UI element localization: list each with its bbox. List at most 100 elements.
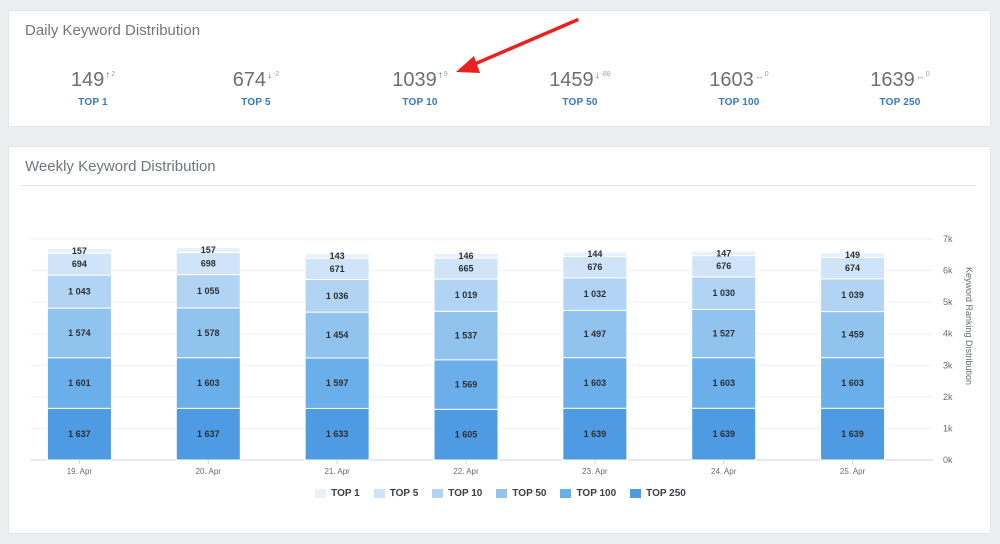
bar-data-label: 1 637 bbox=[197, 429, 220, 439]
y-tick-label: 2k bbox=[943, 392, 953, 402]
bar-data-label: 1 497 bbox=[584, 329, 607, 339]
bar-segment bbox=[304, 407, 370, 461]
bar-segment bbox=[820, 311, 886, 359]
y-tick-label: 4k bbox=[943, 329, 953, 339]
bar-data-label: 1 603 bbox=[197, 378, 220, 388]
bar-data-label: 665 bbox=[458, 264, 473, 274]
bar-segment bbox=[433, 310, 499, 361]
stat-value: 1603 bbox=[709, 69, 754, 91]
stat-label[interactable]: TOP 5 bbox=[241, 97, 271, 108]
stat-value-row: 674 ↓ -2 bbox=[186, 69, 326, 91]
legend-swatch bbox=[373, 489, 385, 498]
stat-label[interactable]: TOP 1 bbox=[78, 97, 108, 108]
bar-data-label: 1 537 bbox=[455, 331, 478, 341]
stat-label[interactable]: TOP 50 bbox=[562, 97, 598, 108]
legend-label: TOP 10 bbox=[448, 488, 483, 499]
stat-value: 674 bbox=[232, 69, 267, 91]
stat-value-row: 1459 ↓ -88 bbox=[510, 69, 650, 91]
legend-label: TOP 250 bbox=[646, 488, 686, 499]
bar-data-label: 698 bbox=[201, 259, 216, 269]
weekly-divider bbox=[21, 185, 976, 186]
bar-segment bbox=[562, 309, 628, 359]
bar-data-label: 1 019 bbox=[455, 290, 478, 300]
bar-data-label: 149 bbox=[845, 250, 860, 260]
bar-data-label: 674 bbox=[845, 263, 860, 273]
stat-change: 0 bbox=[925, 71, 930, 78]
legend-item-top-10[interactable]: TOP 10 bbox=[432, 488, 482, 499]
bar-data-label: 1 043 bbox=[68, 287, 91, 297]
legend-swatch bbox=[496, 489, 508, 498]
bar-data-label: 1 633 bbox=[326, 429, 349, 439]
legend-label: TOP 50 bbox=[512, 488, 547, 499]
stat-value-row: 1639 ↔ 0 bbox=[830, 69, 970, 91]
x-tick-label: 22. Apr bbox=[453, 467, 479, 476]
bar-data-label: 147 bbox=[716, 248, 731, 258]
stat-top-250: 1639 ↔ 0 TOP 250 bbox=[830, 69, 970, 108]
legend-item-top-5[interactable]: TOP 5 bbox=[373, 488, 419, 499]
bar-data-label: 1 639 bbox=[584, 429, 607, 439]
y-tick-label: 6k bbox=[943, 266, 953, 276]
stat-label[interactable]: TOP 250 bbox=[879, 97, 921, 108]
bar-data-label: 1 032 bbox=[584, 289, 607, 299]
weekly-stacked-bar-chart: 0k 1k 2k 3k 4k 5k 6k 7k Keyword Ranking Distribu… bbox=[31, 234, 974, 476]
legend-item-top-1[interactable]: TOP 1 bbox=[315, 488, 360, 499]
bar-segment bbox=[433, 408, 499, 461]
stat-top-10: 1039 ↑ 9 TOP 10 bbox=[350, 69, 490, 108]
x-tick-label: 23. Apr bbox=[582, 467, 608, 476]
stat-value-row: 1039 ↑ 9 bbox=[350, 69, 490, 91]
bar-data-label: 1 603 bbox=[841, 378, 864, 388]
bar-segment bbox=[304, 253, 370, 259]
trend-down-icon: ↓ bbox=[267, 70, 273, 81]
stat-label[interactable]: TOP 10 bbox=[402, 97, 438, 108]
bar-data-label: 1 605 bbox=[455, 430, 478, 440]
bar-data-label: 1 454 bbox=[326, 330, 349, 340]
stat-change: 9 bbox=[443, 71, 448, 78]
trend-down-icon: ↓ bbox=[594, 70, 600, 81]
bar-segment bbox=[562, 357, 628, 409]
stat-change: -2 bbox=[273, 71, 280, 78]
legend-item-top-100[interactable]: TOP 100 bbox=[560, 488, 616, 499]
bar-data-label: 1 603 bbox=[584, 378, 607, 388]
bar-data-label: 1 574 bbox=[68, 328, 91, 338]
chart-legend: TOP 1 TOP 5 TOP 10 TOP 50 TOP 100 TOP 250 bbox=[9, 488, 992, 499]
legend-item-top-50[interactable]: TOP 50 bbox=[496, 488, 546, 499]
daily-title: Daily Keyword Distribution bbox=[25, 22, 201, 39]
legend-swatch bbox=[315, 489, 327, 498]
x-tick-label: 21. Apr bbox=[324, 467, 350, 476]
legend-label: TOP 5 bbox=[389, 488, 419, 499]
bar-data-label: 1 597 bbox=[326, 378, 349, 388]
bar-data-label: 1 459 bbox=[841, 330, 864, 340]
bar-segment bbox=[46, 307, 112, 359]
bar-data-label: 1 601 bbox=[68, 378, 91, 388]
bar-data-label: 1 039 bbox=[841, 290, 864, 300]
bar-segment bbox=[820, 357, 886, 409]
bar-data-label: 676 bbox=[716, 261, 731, 271]
stat-value: 1039 bbox=[392, 69, 437, 91]
bar-segment bbox=[304, 357, 370, 409]
bar-segment bbox=[691, 308, 757, 359]
stat-value: 1459 bbox=[549, 69, 594, 91]
bar-data-label: 671 bbox=[330, 264, 345, 274]
bar-segment bbox=[820, 278, 886, 313]
legend-item-top-250[interactable]: TOP 250 bbox=[630, 488, 686, 499]
trend-up-icon: ↑ bbox=[105, 70, 111, 81]
x-tick-label: 24. Apr bbox=[711, 467, 737, 476]
bar-segment bbox=[820, 252, 886, 259]
bar-segment bbox=[175, 274, 241, 309]
bar-data-label: 1 030 bbox=[712, 288, 735, 298]
bar-data-label: 157 bbox=[201, 245, 216, 255]
bar-segment bbox=[175, 407, 241, 461]
trend-flat-icon: ↔ bbox=[754, 71, 764, 81]
legend-label: TOP 100 bbox=[576, 488, 617, 499]
stat-top-5: 674 ↓ -2 TOP 5 bbox=[186, 69, 326, 108]
bar-segment bbox=[175, 247, 241, 254]
bar-segment bbox=[46, 357, 112, 409]
daily-distribution-card: Daily Keyword Distribution 149 ↑ 2 TOP 1 674… bbox=[8, 10, 991, 127]
bar-data-label: 1 527 bbox=[712, 329, 735, 339]
stat-value: 149 bbox=[70, 69, 105, 91]
y-axis-label: Keyword Ranking Distribution bbox=[964, 267, 974, 385]
stat-value-row: 149 ↑ 2 bbox=[23, 69, 163, 91]
bar-segment bbox=[46, 274, 112, 309]
stat-label[interactable]: TOP 100 bbox=[718, 97, 760, 108]
bar-data-label: 1 637 bbox=[68, 429, 91, 439]
